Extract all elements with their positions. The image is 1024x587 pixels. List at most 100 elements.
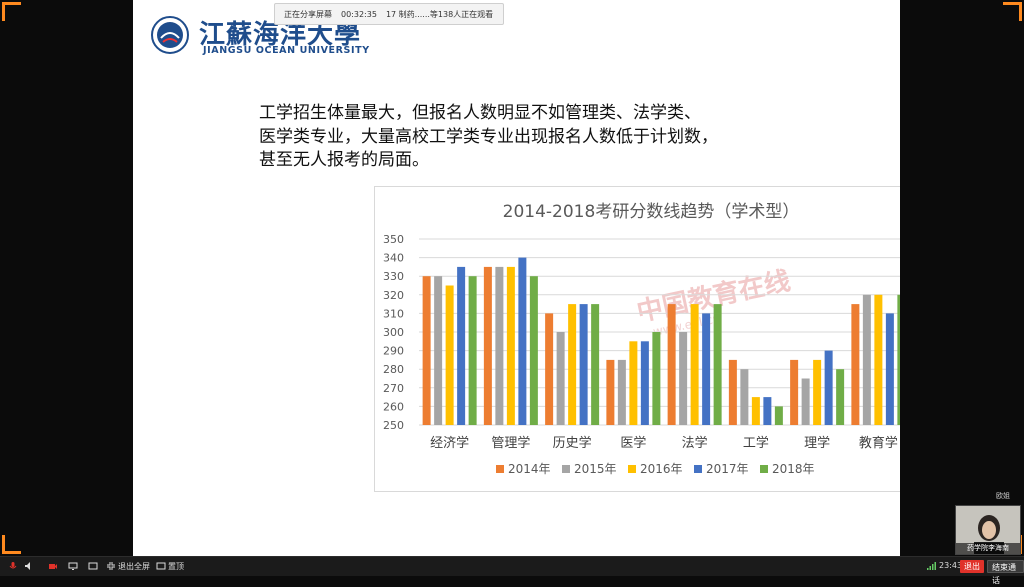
bar-2014年-教育学: [851, 304, 860, 425]
end-call-button[interactable]: 结束通话: [987, 560, 1024, 585]
bar-2016年-教育学: [874, 294, 883, 425]
legend-swatch: [694, 465, 702, 473]
y-tick-label: 250: [383, 419, 404, 432]
bar-2018年-法学: [713, 304, 722, 425]
microphone-icon[interactable]: [8, 561, 18, 571]
legend-label: 2014年: [508, 462, 551, 476]
bar-2018年-理学: [836, 369, 845, 425]
bar-2018年-工学: [774, 406, 783, 425]
bar-2018年-管理学: [529, 276, 538, 425]
bar-2017年-法学: [702, 313, 711, 425]
x-tick-label: 教育学: [859, 435, 898, 451]
bar-2015年-医学: [617, 359, 626, 425]
bar-2016年-经济学: [445, 285, 454, 425]
signal-icon: [927, 562, 936, 570]
x-tick-label: 医学: [620, 435, 646, 451]
bar-2018年-医学: [652, 332, 661, 425]
bar-2014年-理学: [790, 359, 799, 425]
bar-2018年-教育学: [897, 294, 900, 425]
bar-2018年-经济学: [468, 276, 477, 425]
score-trend-chart: 中国教育在线 www.eol.cn 2014-2018考研分数线趋势（学术型） 250…: [374, 186, 900, 492]
bar-2015年-教育学: [862, 294, 871, 425]
camera-icon[interactable]: [48, 561, 58, 571]
y-tick-label: 320: [383, 289, 404, 302]
share-elapsed: 00:32:35: [341, 9, 377, 19]
bar-2015年-经济学: [434, 276, 443, 425]
university-logo: [151, 16, 189, 54]
screen-icon[interactable]: [88, 561, 98, 571]
bar-2016年-理学: [813, 359, 822, 425]
y-tick-label: 290: [383, 345, 404, 358]
bar-2017年-管理学: [518, 257, 527, 425]
camera-top-label: 欧姐: [996, 492, 1010, 500]
bar-2015年-工学: [740, 369, 749, 425]
paragraph-line: 甚至无人报考的局面。: [259, 150, 429, 170]
legend-label: 2017年: [706, 462, 749, 476]
x-tick-label: 工学: [743, 435, 769, 451]
window-corner-top-right: [1003, 2, 1022, 21]
bar-2016年-历史学: [568, 304, 577, 425]
camera-name-label: 药学院李海南: [956, 543, 1020, 554]
bar-2014年-工学: [728, 359, 737, 425]
paragraph-line: 医学类专业，大量高校工学类专业出现报名人数低于计划数，: [259, 126, 718, 147]
bar-2014年-医学: [606, 359, 615, 425]
speaker-icon[interactable]: [24, 561, 34, 571]
bar-2015年-法学: [679, 332, 688, 425]
bar-2014年-管理学: [483, 266, 492, 425]
meeting-toolbar: 退出全屏 置顶 23:43 退出 结束通话: [0, 556, 1024, 585]
bar-2016年-管理学: [506, 266, 515, 425]
exit-fullscreen-button[interactable]: 退出全屏: [118, 562, 150, 571]
bar-2017年-经济学: [457, 266, 466, 425]
bar-2014年-法学: [667, 304, 676, 425]
x-tick-label: 理学: [804, 435, 830, 451]
bar-2017年-医学: [640, 341, 649, 425]
y-tick-label: 280: [383, 363, 404, 376]
slide-paragraph: 工学招生体量最大，但报名人数明显不如管理类、法学类、 医学类专业，大量高校工学类…: [259, 102, 859, 173]
x-tick-label: 经济学: [430, 435, 469, 451]
window-corner-top-left: [2, 2, 21, 21]
y-tick-label: 300: [383, 326, 404, 339]
bar-2017年-教育学: [885, 313, 894, 425]
bar-2017年-理学: [824, 350, 833, 425]
bar-2014年-经济学: [422, 276, 431, 425]
y-tick-label: 260: [383, 400, 404, 413]
pin-top-button[interactable]: 置顶: [168, 562, 184, 571]
exit-fullscreen-icon[interactable]: [106, 561, 116, 571]
legend-swatch: [760, 465, 768, 473]
legend-label: 2015年: [574, 462, 617, 476]
bar-2018年-历史学: [591, 304, 600, 425]
bar-2017年-历史学: [579, 304, 588, 425]
y-tick-label: 310: [383, 307, 404, 320]
y-tick-label: 340: [383, 252, 404, 265]
presenter-camera[interactable]: 药学院李海南: [955, 505, 1021, 555]
legend-label: 2016年: [640, 462, 683, 476]
bar-2017年-工学: [763, 397, 772, 425]
x-tick-label: 历史学: [553, 435, 592, 451]
shared-slide: 江蘇海洋大學 JIANGSU OCEAN UNIVERSITY 工学招生体量最大…: [133, 0, 900, 556]
bar-2014年-历史学: [545, 313, 554, 425]
window-corner-bottom-left: [2, 535, 21, 554]
bar-2016年-法学: [690, 304, 699, 425]
chart-title: 2014-2018考研分数线趋势（学术型）: [503, 202, 800, 222]
bar-2015年-理学: [801, 378, 810, 425]
x-tick-label: 法学: [682, 435, 708, 451]
legend-swatch: [562, 465, 570, 473]
x-tick-label: 管理学: [491, 435, 530, 451]
bar-2015年-历史学: [556, 332, 565, 425]
share-screen-icon[interactable]: [68, 561, 78, 571]
chart-svg: 中国教育在线www.eol.cn2014-2018考研分数线趋势（学术型）250…: [374, 186, 900, 492]
legend-swatch: [628, 465, 636, 473]
call-time: 23:43: [939, 561, 963, 570]
y-tick-label: 270: [383, 382, 404, 395]
screen-share-status-bar[interactable]: 正在分享屏幕 00:32:35 17 制药......等138人正在观看: [274, 3, 504, 25]
exit-button[interactable]: 退出: [960, 560, 984, 573]
share-status: 正在分享屏幕: [284, 9, 332, 19]
bar-2016年-工学: [751, 397, 760, 425]
paragraph-line: 工学招生体量最大，但报名人数明显不如管理类、法学类、: [259, 103, 701, 123]
share-viewers: 17 制药......等138人正在观看: [385, 9, 494, 19]
y-tick-label: 350: [383, 233, 404, 246]
bar-2015年-管理学: [495, 266, 504, 425]
y-tick-label: 330: [383, 270, 404, 283]
legend-swatch: [496, 465, 504, 473]
pin-icon[interactable]: [156, 561, 166, 571]
